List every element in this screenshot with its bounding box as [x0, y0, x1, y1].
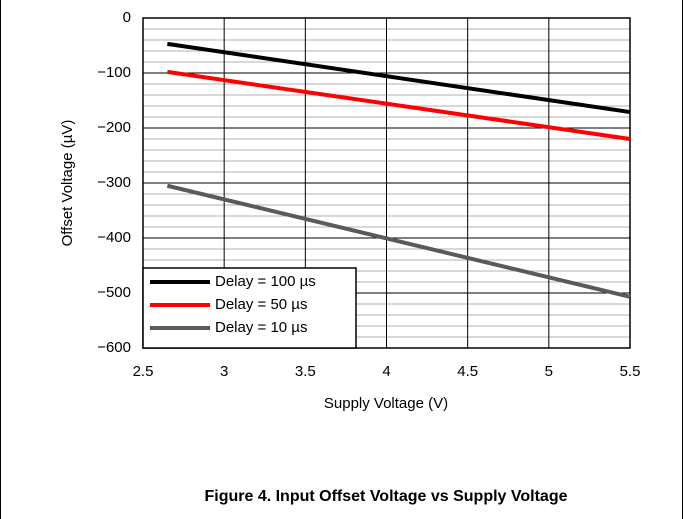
plot-border	[142, 17, 631, 349]
x-tick-label: 5.5	[620, 363, 641, 380]
y-tick-label: −500	[97, 284, 131, 301]
y-tick-label: 0	[123, 9, 131, 26]
series-line	[167, 41, 631, 115]
y-tick-label: −200	[97, 119, 131, 136]
x-axis-label: Supply Voltage (V)	[324, 395, 448, 412]
series-line	[167, 69, 631, 141]
legend-label: Delay = 100 µs	[215, 273, 316, 290]
y-tick-label: −300	[97, 174, 131, 191]
legend-label: Delay = 50 µs	[215, 296, 307, 313]
x-tick-label: 2.5	[133, 363, 154, 380]
legend-label: Delay = 10 µs	[215, 319, 307, 336]
x-tick-label: 4	[382, 363, 390, 380]
x-tick-label: 3.5	[295, 363, 316, 380]
x-tick-label: 5	[545, 363, 553, 380]
x-tick-label: 3	[220, 363, 228, 380]
series-line	[166, 183, 631, 299]
y-tick-label: −100	[97, 64, 131, 81]
y-axis-label: Offset Voltage (µV)	[59, 120, 76, 247]
y-tick-label: −600	[97, 339, 131, 356]
x-tick-label: 4.5	[457, 363, 478, 380]
y-tick-label: −400	[97, 229, 131, 246]
caption: Figure 4. Input Offset Voltage vs Supply…	[204, 488, 567, 505]
